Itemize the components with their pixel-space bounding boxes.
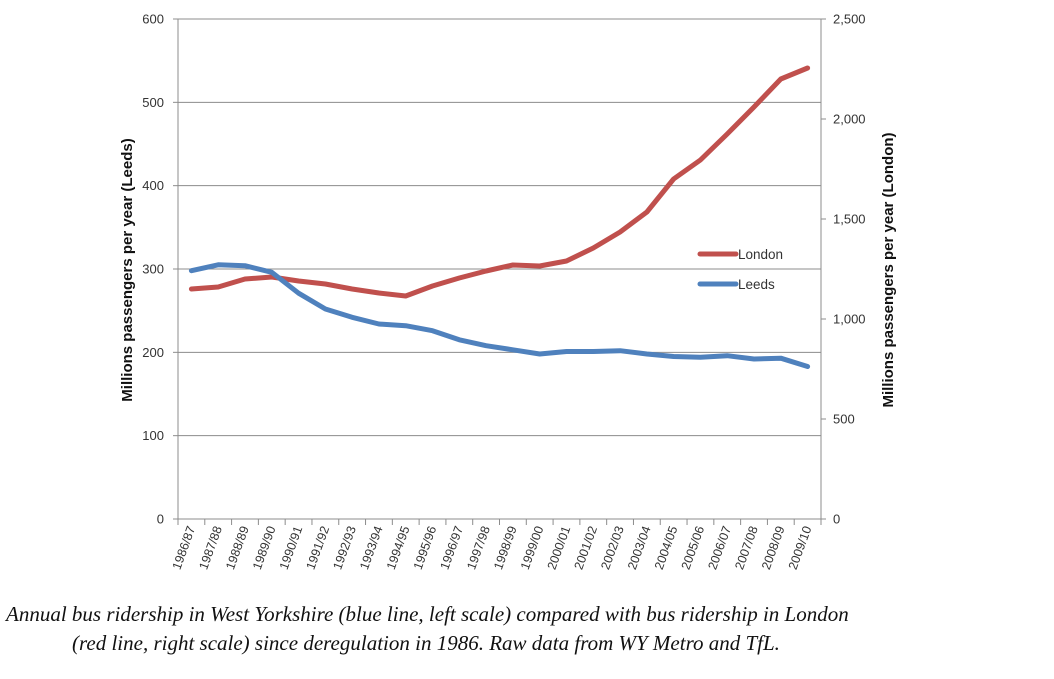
- x-tick-label: 2005/06: [679, 524, 708, 571]
- left-tick-label: 0: [157, 512, 164, 527]
- right-tick-label: 0: [833, 512, 840, 527]
- x-tick-label: 2004/05: [652, 524, 681, 571]
- left-tick-label: 600: [142, 12, 164, 27]
- legend-label: Leeds: [738, 277, 775, 292]
- caption-line-1: Annual bus ridership in West Yorkshire (…: [6, 602, 849, 626]
- series-lines: [188, 65, 811, 369]
- left-tick-label: 500: [142, 95, 164, 110]
- figure-caption: Annual bus ridership in West Yorkshire (…: [0, 600, 1054, 658]
- series-line-leeds: [188, 262, 811, 369]
- right-tick-label: 1,500: [833, 212, 866, 227]
- x-tick-label: 1995/96: [411, 524, 440, 571]
- x-tick-label: 1991/92: [304, 524, 333, 571]
- series-line-london: [188, 65, 811, 299]
- x-tick-label: 2007/08: [732, 524, 761, 571]
- right-tick-label: 1,000: [833, 312, 866, 327]
- right-tick-label: 2,000: [833, 112, 866, 127]
- x-tick-label: 1986/87: [170, 524, 199, 571]
- gridlines: [178, 18, 821, 437]
- left-y-axis-ticks: 0 100 200 300 400 500 600: [142, 12, 178, 527]
- legend-item-london: London: [697, 247, 783, 262]
- chart: 0 100 200 300 400 500 600 0 500 1,000 1,500 2,000 2…: [119, 12, 897, 572]
- x-tick-label: 1990/91: [277, 524, 306, 571]
- x-tick-label: 1997/98: [464, 524, 493, 571]
- right-axis-title: Millions passengers per year (London): [880, 132, 897, 407]
- right-y-axis-ticks: 0 500 1,000 1,500 2,000 2,500: [821, 12, 866, 527]
- x-tick-label: 1987/88: [196, 524, 225, 571]
- left-axis-title: Millions passengers per year (Leeds): [119, 138, 136, 401]
- right-tick-label: 2,500: [833, 12, 866, 27]
- legend-item-leeds: Leeds: [697, 277, 775, 292]
- x-tick-label: 2000/01: [545, 524, 574, 571]
- x-tick-label: 1996/97: [438, 524, 467, 571]
- right-tick-label: 500: [833, 412, 855, 427]
- x-tick-label: 1992/93: [330, 524, 359, 571]
- x-tick-label: 2009/10: [786, 524, 815, 571]
- x-tick-label: 1999/00: [518, 524, 547, 571]
- x-tick-label: 2003/04: [625, 524, 654, 571]
- x-tick-label: 1988/89: [223, 524, 252, 571]
- left-tick-label: 200: [142, 345, 164, 360]
- caption-line-2: (red line, right scale) since deregulati…: [72, 631, 780, 655]
- x-tick-label: 1989/90: [250, 524, 279, 571]
- left-tick-label: 400: [142, 178, 164, 193]
- x-tick-label: 1994/95: [384, 524, 413, 571]
- x-tick-label: 1998/99: [491, 524, 520, 571]
- legend-label: London: [738, 247, 783, 262]
- left-tick-label: 100: [142, 428, 164, 443]
- x-tick-label: 2006/07: [705, 524, 734, 571]
- x-axis-ticks: 1986/871987/881988/891989/901990/911991/…: [170, 519, 822, 571]
- legend: London Leeds: [697, 247, 783, 292]
- x-tick-label: 1993/94: [357, 524, 386, 571]
- left-tick-label: 300: [142, 262, 164, 277]
- x-tick-label: 2001/02: [571, 524, 600, 571]
- x-tick-label: 2002/03: [598, 524, 627, 571]
- x-tick-label: 2008/09: [759, 524, 788, 571]
